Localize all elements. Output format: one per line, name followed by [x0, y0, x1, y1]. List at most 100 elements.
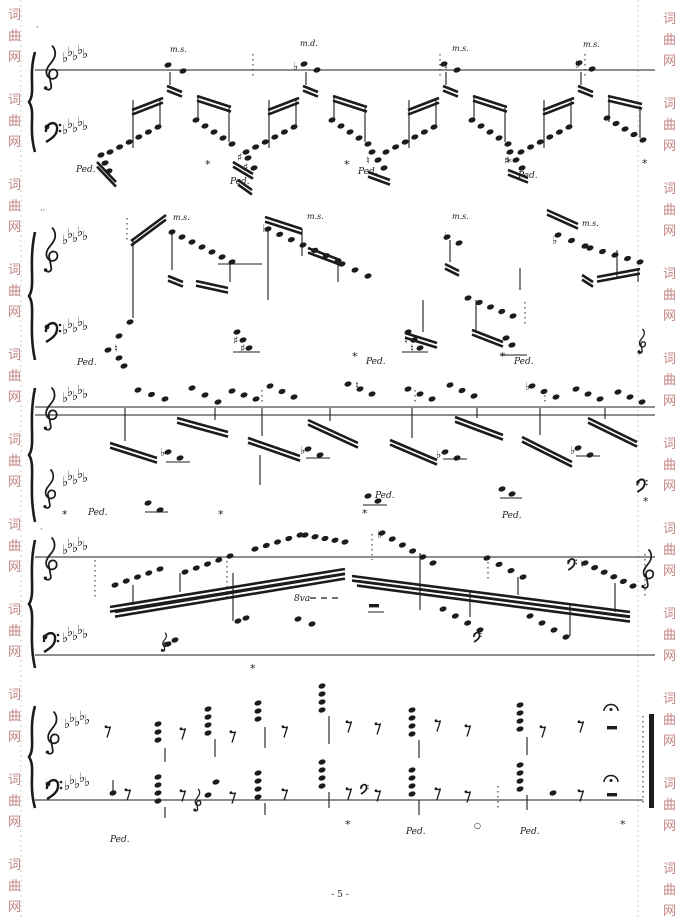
notehead	[502, 335, 510, 341]
pedal-release-mark: *	[362, 507, 368, 520]
watermark-char: 网	[663, 309, 676, 324]
watermark-char: 网	[8, 135, 21, 150]
notehead	[430, 124, 438, 130]
eighth-rest	[577, 720, 585, 733]
svg-text:♭: ♭	[69, 773, 75, 788]
notehead	[322, 253, 330, 259]
watermark-char: 词	[663, 522, 676, 537]
notehead	[228, 259, 236, 265]
notehead	[540, 388, 548, 395]
bass-clef	[44, 321, 62, 344]
notehead	[122, 578, 130, 584]
notehead	[443, 234, 451, 240]
pedal-release-mark: *	[643, 495, 649, 508]
bass-clef	[44, 121, 62, 144]
notehead	[600, 569, 608, 575]
notehead	[408, 715, 416, 721]
notehead	[380, 165, 388, 171]
notehead	[374, 498, 382, 504]
watermark-char: 网	[663, 734, 676, 749]
chord	[154, 721, 162, 743]
chord	[318, 683, 326, 713]
beam	[109, 441, 158, 464]
notehead	[364, 273, 372, 279]
notehead	[214, 399, 222, 405]
svg-text:♭: ♭	[77, 225, 83, 240]
notehead	[486, 129, 494, 135]
notehead	[368, 149, 376, 155]
notehead	[318, 683, 326, 689]
eighth-rest	[434, 719, 442, 732]
watermark-char: 曲	[8, 794, 21, 809]
notehead	[210, 129, 218, 135]
notehead	[409, 548, 417, 554]
notehead	[168, 229, 176, 235]
notehead	[115, 333, 123, 339]
notehead	[356, 386, 364, 392]
notehead	[280, 129, 288, 135]
notehead	[458, 387, 466, 394]
notehead	[234, 618, 242, 624]
svg-text:♭: ♭	[77, 467, 83, 482]
accidental: ♭	[525, 380, 530, 393]
notehead	[252, 396, 260, 402]
accidental: ♮	[355, 379, 359, 392]
svg-text:♭: ♭	[67, 625, 73, 640]
notehead	[614, 389, 622, 395]
eighth-rest	[229, 791, 237, 804]
notehead	[584, 391, 592, 397]
accidental: ♭	[575, 58, 580, 71]
notehead	[204, 714, 212, 720]
notehead	[341, 539, 349, 545]
watermark-char: 网	[663, 904, 676, 918]
notehead	[439, 606, 447, 612]
accidental: ♭	[300, 444, 305, 457]
notehead	[188, 239, 196, 245]
svg-text:♭: ♭	[62, 123, 68, 138]
notehead	[271, 134, 279, 140]
notehead	[374, 157, 382, 163]
pedal-release-mark: *	[205, 158, 211, 171]
notehead	[331, 537, 339, 543]
beam	[356, 579, 631, 623]
page-number: - 5 -	[331, 890, 349, 900]
notehead	[508, 342, 516, 348]
watermark-char: 网	[663, 54, 676, 69]
system-brace	[27, 231, 37, 361]
beam	[302, 84, 319, 98]
accidental: ♮	[444, 60, 448, 73]
notehead	[516, 778, 524, 784]
notehead	[527, 144, 535, 150]
chord	[516, 762, 524, 792]
svg-text:♭: ♭	[77, 623, 83, 638]
watermark-char: 词	[8, 263, 21, 278]
watermark-char: 词	[663, 352, 676, 367]
treble-clef	[43, 44, 59, 91]
notehead	[144, 129, 152, 135]
notehead	[477, 123, 485, 129]
chord	[204, 706, 212, 736]
notehead	[242, 615, 250, 621]
svg-text:♭: ♭	[82, 387, 88, 402]
accidental: ♭	[293, 60, 298, 73]
notehead	[517, 149, 525, 155]
notehead	[228, 388, 236, 394]
svg-text:♭: ♭	[84, 775, 90, 790]
accidental: ♮	[404, 334, 408, 347]
watermark-char: 曲	[8, 199, 21, 214]
treble-clef	[637, 328, 647, 354]
notehead	[311, 247, 319, 253]
key-signature: ♭♭♭♭♭	[64, 771, 90, 794]
watermark-char: 词	[8, 858, 21, 873]
notehead	[219, 135, 227, 141]
notehead	[154, 782, 162, 788]
notehead	[318, 767, 326, 773]
system-4: ♭♭♭♭♭♭♭♭♭♭♭♮*·8va	[27, 525, 655, 675]
bass-clef	[360, 783, 369, 795]
accidental: ♮	[580, 558, 584, 571]
notehead	[313, 67, 321, 73]
key-signature: ♭♭♭♭♭	[62, 115, 88, 138]
notehead	[549, 790, 557, 796]
eighth-rest	[345, 720, 353, 733]
notehead	[455, 240, 463, 246]
